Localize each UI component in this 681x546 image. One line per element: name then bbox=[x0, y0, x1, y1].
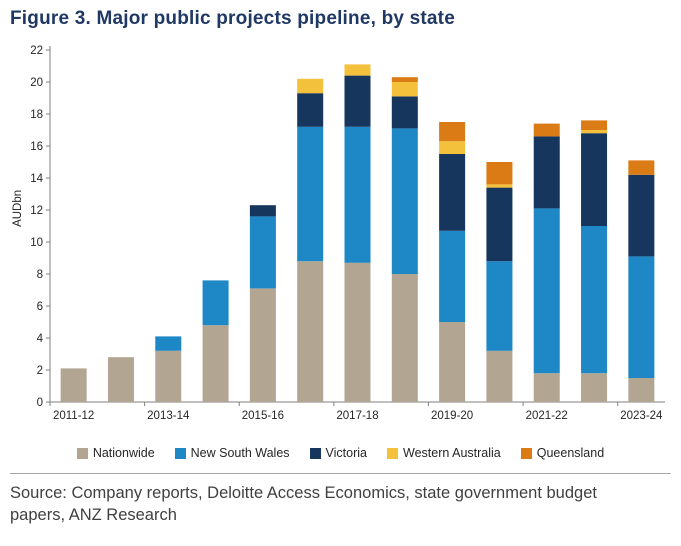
y-tick-label: 10 bbox=[30, 237, 43, 249]
bar-segment-new-south-wales bbox=[297, 126, 324, 262]
bar-segment-victoria bbox=[533, 136, 560, 209]
bar-segment-nationwide bbox=[391, 274, 418, 402]
bar-segment-nationwide bbox=[202, 325, 229, 402]
chart-svg: 0 2 4 6 8 10 12 14 16 18 20 22 AUDbn 2011-12 2013-14 20… bbox=[12, 45, 665, 422]
bar-segment-western-australia bbox=[486, 184, 513, 188]
bar-segment-queensland bbox=[391, 77, 418, 82]
y-tick-label: 4 bbox=[37, 333, 44, 345]
y-tick-label: 22 bbox=[30, 45, 43, 57]
y-tick-label: 2 bbox=[37, 365, 43, 377]
bar-segment-new-south-wales bbox=[486, 261, 513, 351]
bar-segment-nationwide bbox=[60, 368, 87, 402]
legend-label: Western Australia bbox=[403, 446, 501, 460]
legend-item-new-south-wales: New South Wales bbox=[174, 446, 290, 460]
bar-segment-western-australia bbox=[439, 141, 466, 154]
bar-segment-victoria bbox=[391, 96, 418, 129]
bar-segment-queensland bbox=[628, 160, 655, 175]
bar-segment-nationwide bbox=[628, 378, 655, 402]
x-tick-label: 2011-12 bbox=[53, 410, 94, 422]
y-tick-label: 12 bbox=[30, 205, 43, 217]
bar-segment-nationwide bbox=[249, 288, 276, 402]
y-tick-label: 8 bbox=[37, 269, 43, 281]
bar-segment-victoria bbox=[249, 205, 276, 217]
legend-label: Victoria bbox=[325, 446, 368, 460]
bar-segment-nationwide bbox=[581, 373, 608, 402]
legend-swatch bbox=[520, 447, 532, 459]
bar-segment-victoria bbox=[439, 154, 466, 231]
legend-label: Nationwide bbox=[92, 446, 155, 460]
bar-segment-queensland bbox=[533, 123, 560, 137]
legend-swatch bbox=[387, 447, 399, 459]
bar-segment-nationwide bbox=[486, 350, 513, 402]
bar-segment-nationwide bbox=[155, 350, 182, 402]
divider-line bbox=[10, 473, 671, 474]
legend-item-victoria: Victoria bbox=[309, 446, 368, 460]
x-tick-label: 2013-14 bbox=[147, 410, 190, 422]
bar-segment-new-south-wales bbox=[249, 216, 276, 289]
legend-item-nationwide: Nationwide bbox=[76, 446, 155, 460]
bar-segment-victoria bbox=[297, 93, 324, 127]
legend-swatch bbox=[309, 447, 321, 459]
legend-item-queensland: Queensland bbox=[520, 446, 605, 460]
legend-swatch bbox=[76, 447, 88, 459]
bar-segment-nationwide bbox=[297, 261, 324, 402]
y-tick-label: 18 bbox=[30, 109, 43, 121]
bar-segment-western-australia bbox=[344, 64, 371, 76]
bar-segment-victoria bbox=[628, 174, 655, 257]
y-tick-label: 14 bbox=[30, 173, 43, 185]
bar-segment-nationwide bbox=[344, 262, 371, 402]
legend-label: New South Wales bbox=[190, 446, 290, 460]
bar-segment-new-south-wales bbox=[581, 226, 608, 374]
y-axis-title: AUDbn bbox=[12, 190, 24, 227]
chart-legend: Nationwide New South Wales Victoria Western… bbox=[10, 443, 671, 463]
chart-area: 0 2 4 6 8 10 12 14 16 18 20 22 AUDbn 2011-12 2013-14 20… bbox=[10, 36, 671, 463]
x-tick-label: 2023-24 bbox=[620, 410, 663, 422]
bar-segment-western-australia bbox=[581, 130, 608, 134]
bar-segment-nationwide bbox=[107, 357, 134, 402]
legend-swatch bbox=[174, 447, 186, 459]
bar-segment-queensland bbox=[486, 162, 513, 185]
legend-item-western-australia: Western Australia bbox=[387, 446, 501, 460]
y-tick-label: 16 bbox=[30, 141, 43, 153]
bar-segment-victoria bbox=[581, 133, 608, 226]
bar-segment-queensland bbox=[581, 120, 608, 130]
x-tick-label: 2019-20 bbox=[431, 410, 473, 422]
legend-label: Queensland bbox=[536, 446, 605, 460]
y-tick-label: 6 bbox=[37, 301, 43, 313]
bar-segment-western-australia bbox=[391, 82, 418, 97]
x-tick-label: 2021-22 bbox=[526, 410, 568, 422]
bar-segment-new-south-wales bbox=[439, 230, 466, 322]
source-text: Source: Company reports, Deloitte Access… bbox=[10, 484, 597, 525]
figure-title: Figure 3. Major public projects pipeline… bbox=[10, 8, 455, 29]
bar-segment-new-south-wales bbox=[628, 256, 655, 378]
bar-segment-new-south-wales bbox=[391, 128, 418, 274]
bar-segment-queensland bbox=[439, 122, 466, 142]
bar-segment-nationwide bbox=[439, 322, 466, 402]
x-tick-label: 2017-18 bbox=[336, 410, 378, 422]
bar-segment-new-south-wales bbox=[344, 126, 371, 263]
bar-segment-victoria bbox=[486, 187, 513, 262]
bar-segment-victoria bbox=[344, 75, 371, 127]
bar-segment-new-south-wales bbox=[155, 336, 182, 351]
y-tick-label: 0 bbox=[37, 397, 43, 409]
bar-segment-western-australia bbox=[297, 78, 324, 94]
bar-segment-new-south-wales bbox=[202, 280, 229, 326]
y-tick-label: 20 bbox=[30, 77, 43, 89]
bar-segment-new-south-wales bbox=[533, 208, 560, 374]
x-tick-label: 2015-16 bbox=[242, 410, 284, 422]
bar-segment-nationwide bbox=[533, 373, 560, 402]
